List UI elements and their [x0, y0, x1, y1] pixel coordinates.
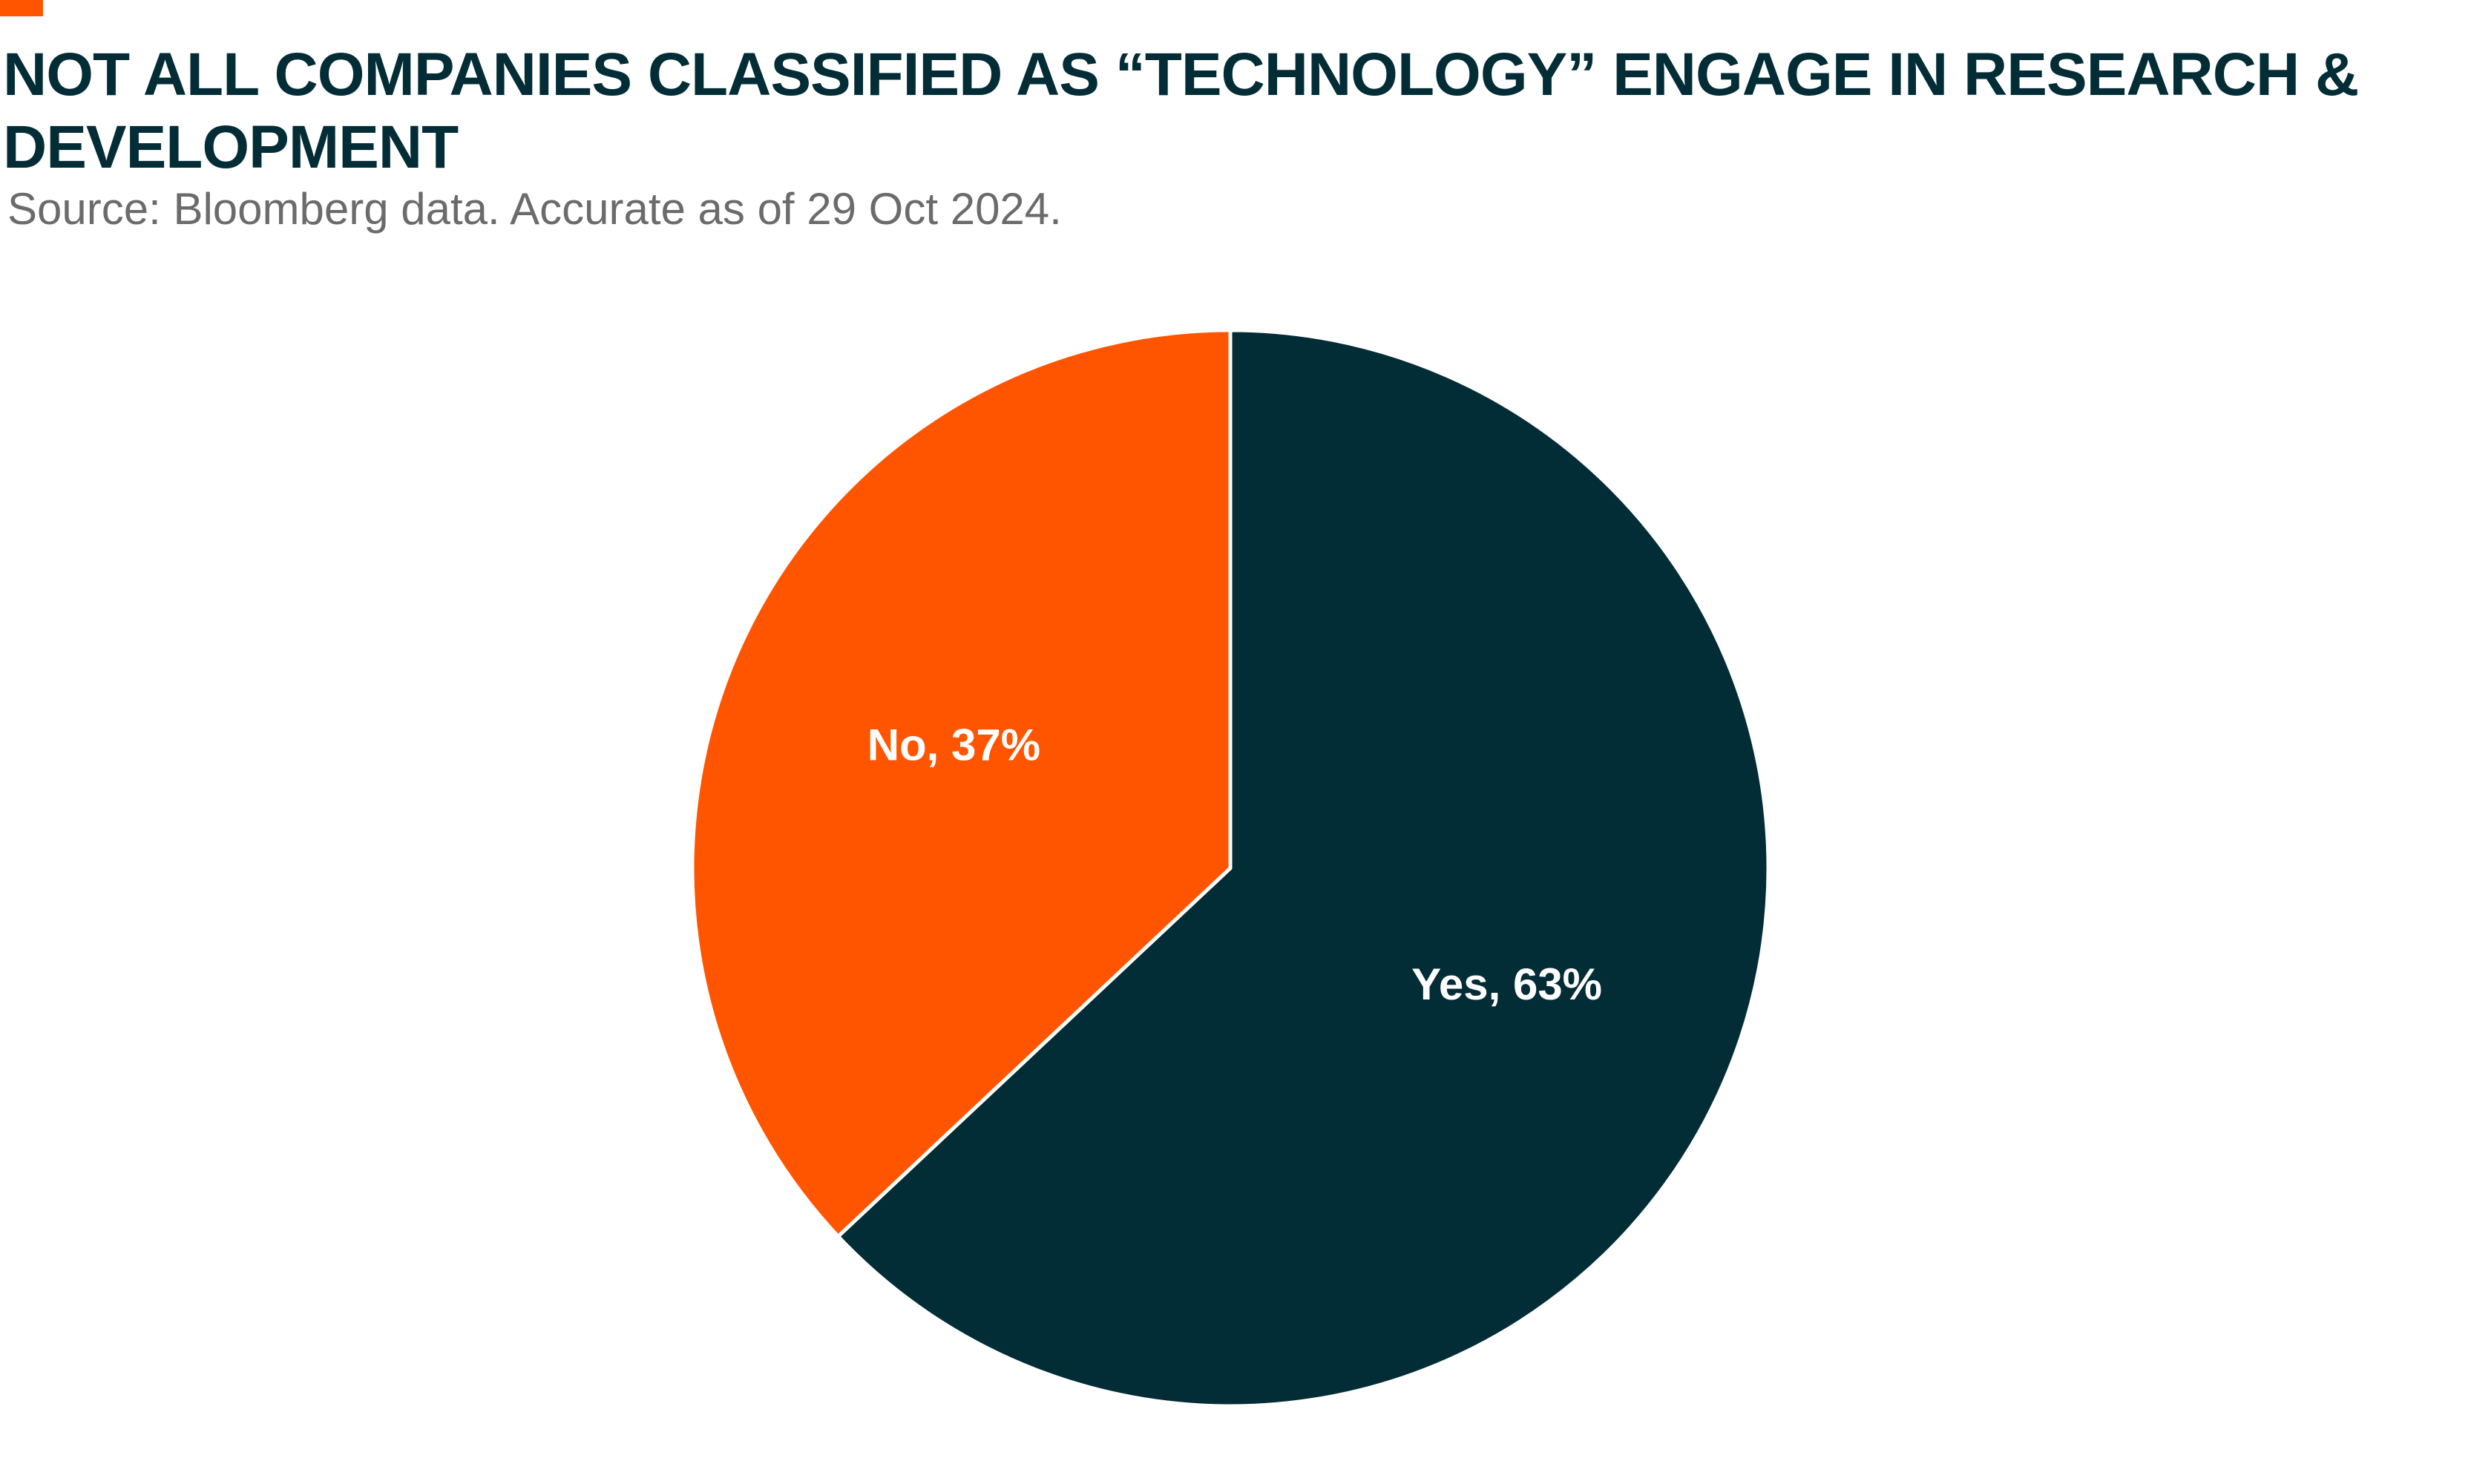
pie-data-labels: Yes, 63% No, 37%	[867, 720, 1602, 1009]
accent-bar	[0, 0, 43, 16]
pie-data-label-yes: Yes, 63%	[1411, 959, 1602, 1009]
chart-subtitle: Source: Bloomberg data. Accurate as of 2…	[7, 184, 1062, 234]
pie-slices	[690, 328, 1771, 1408]
chart-title: NOT ALL COMPANIES CLASSIFIED AS “TECHNOL…	[3, 41, 2359, 181]
pie-slice-yes	[836, 328, 1771, 1408]
pie-data-label-no: No, 37%	[867, 720, 1040, 770]
pie-slice-no	[690, 328, 1233, 1238]
